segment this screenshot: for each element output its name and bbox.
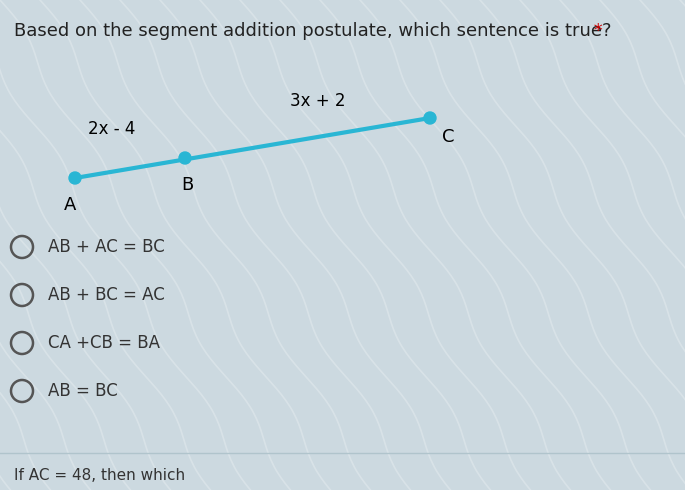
Text: *: * [588, 22, 603, 40]
Circle shape [69, 172, 81, 184]
Text: A: A [64, 196, 76, 214]
Text: 2x - 4: 2x - 4 [88, 120, 136, 138]
Text: AB + AC = BC: AB + AC = BC [48, 238, 165, 256]
Text: CA +CB = BA: CA +CB = BA [48, 334, 160, 352]
Circle shape [179, 152, 191, 164]
Circle shape [424, 112, 436, 124]
Text: If AC = 48, then which: If AC = 48, then which [14, 468, 185, 483]
Text: C: C [442, 128, 454, 146]
Text: AB + BC = AC: AB + BC = AC [48, 286, 165, 304]
Text: 3x + 2: 3x + 2 [290, 92, 345, 110]
Text: B: B [181, 176, 193, 194]
Text: AB = BC: AB = BC [48, 382, 118, 400]
Text: Based on the segment addition postulate, which sentence is true?: Based on the segment addition postulate,… [14, 22, 612, 40]
